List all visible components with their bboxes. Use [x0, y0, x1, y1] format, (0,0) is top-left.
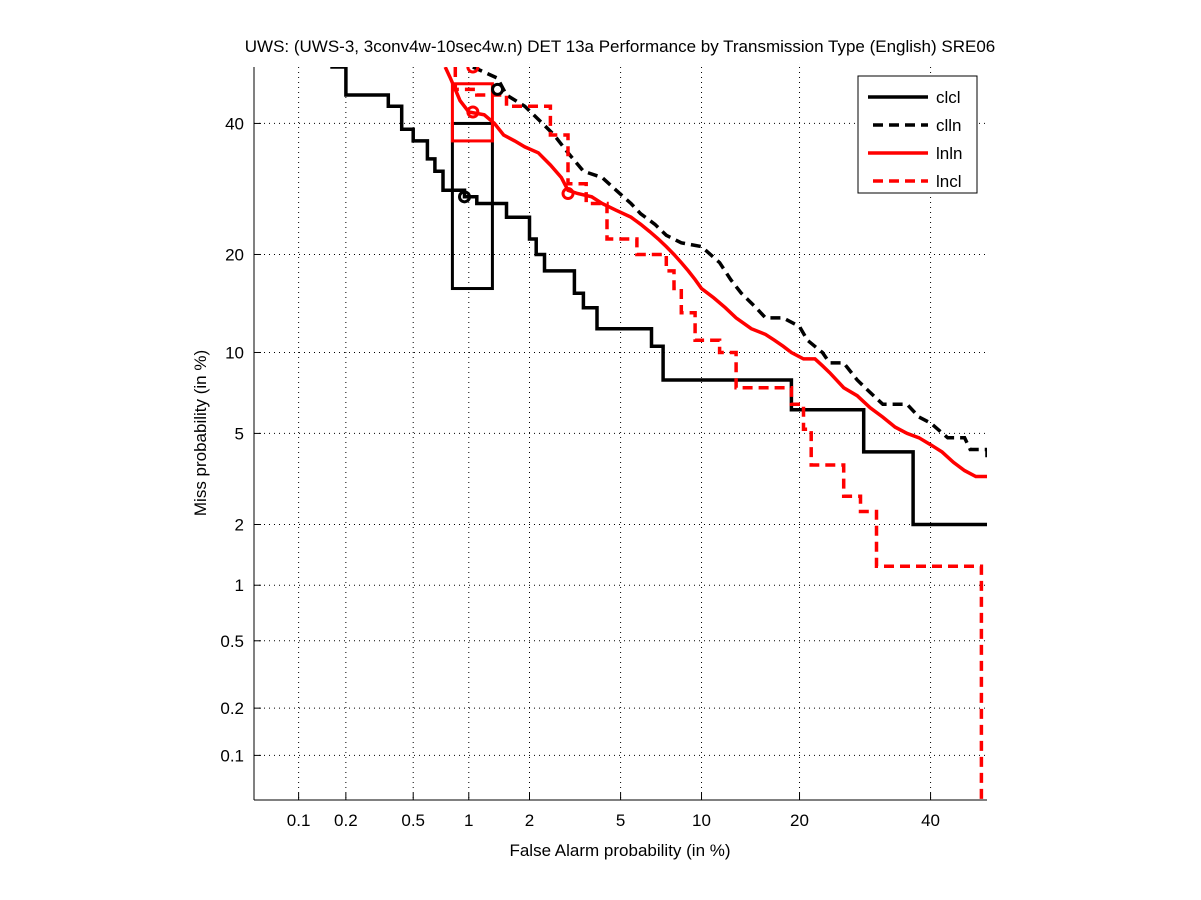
legend-label-lncl: lncl: [936, 172, 962, 191]
x-tick-label: 0.5: [401, 811, 425, 830]
legend-label-lnln: lnln: [936, 144, 962, 163]
y-tick-label: 40: [225, 114, 244, 133]
confidence-box-clcl: [450, 121, 494, 291]
series-line-lnln: [443, 67, 987, 479]
series-line-clcl: [330, 67, 987, 527]
x-tick-label: 5: [616, 811, 625, 830]
x-tick-label: 10: [692, 811, 711, 830]
marker-lnln: [466, 105, 480, 119]
y-tick-label: 2: [235, 515, 244, 534]
y-tick-label: 1: [235, 576, 244, 595]
chart-title: UWS: (UWS-3, 3conv4w-10sec4w.n) DET 13a …: [245, 37, 996, 56]
series-line-lncl: [453, 67, 984, 800]
y-tick-label: 10: [225, 343, 244, 362]
y-tick-label: 0.2: [220, 699, 244, 718]
x-ticks: 0.1 0.2 0.5 1 2 5 10 20 40: [287, 793, 940, 830]
grid: [254, 67, 987, 800]
plot-area: [330, 67, 987, 800]
y-tick-label: 5: [235, 424, 244, 443]
y-axis-label: Miss probability (in %): [191, 350, 210, 516]
marker-clln: [491, 82, 505, 96]
legend: clcl clln lnln lncl: [857, 75, 978, 194]
marker-clcl: [458, 190, 472, 204]
x-tick-label: 2: [525, 811, 534, 830]
y-tick-label: 20: [225, 245, 244, 264]
legend-label-clcl: clcl: [936, 88, 961, 107]
x-tick-label: 1: [464, 811, 473, 830]
series-line-clln: [472, 67, 987, 463]
marker-lnln: [466, 67, 480, 74]
x-axis-label: False Alarm probability (in %): [509, 841, 730, 860]
x-tick-label: 0.2: [334, 811, 358, 830]
confidence-box-lnln: [450, 82, 494, 143]
y-ticks: 0.1 0.2 0.5 1 2 5 10 20 40: [220, 114, 261, 765]
legend-label-clln: clln: [936, 116, 962, 135]
y-tick-label: 0.5: [220, 632, 244, 651]
x-tick-label: 20: [790, 811, 809, 830]
x-tick-label: 0.1: [287, 811, 311, 830]
y-tick-label: 0.1: [220, 746, 244, 765]
x-tick-label: 40: [921, 811, 940, 830]
marker-lncl: [561, 187, 575, 201]
